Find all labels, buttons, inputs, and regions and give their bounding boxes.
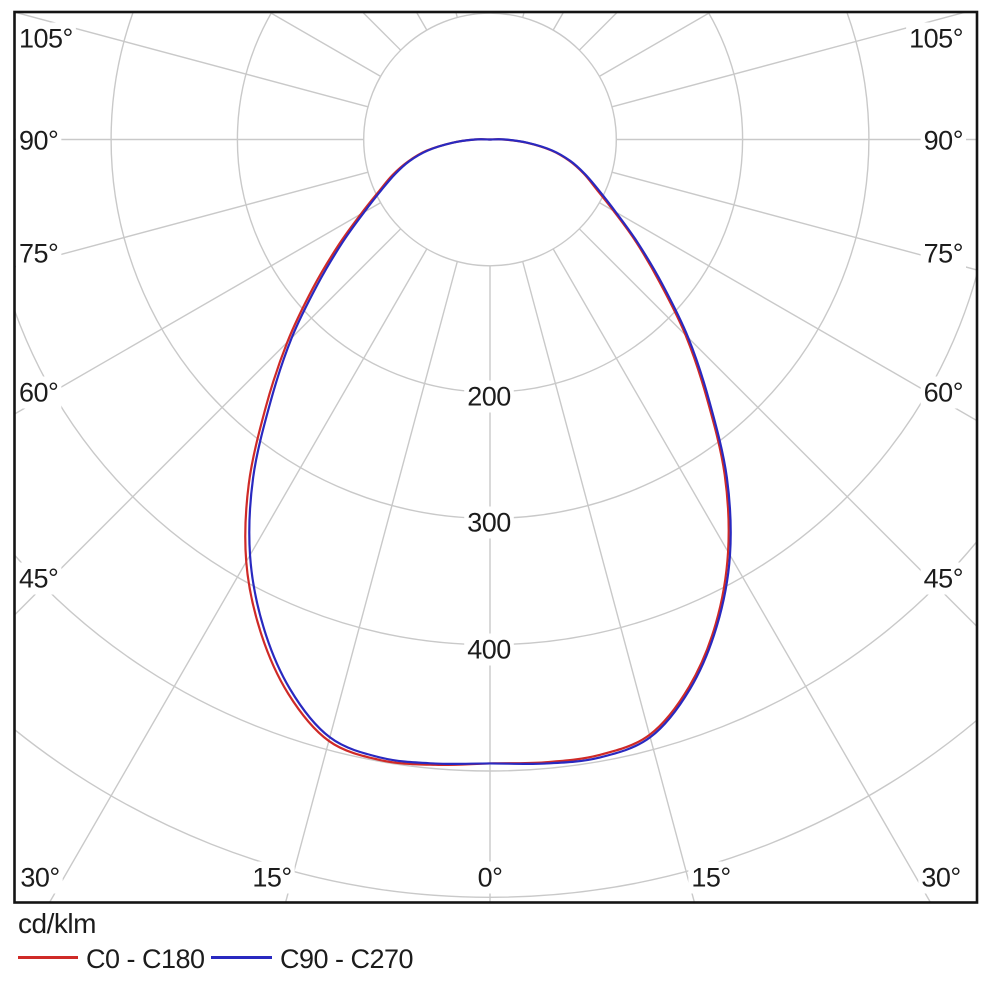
grid-ray-r30 [552,248,932,903]
angle-label-left-75-bg [16,237,62,270]
legend-row: C0 - C180 C90 - C270 [0,943,981,975]
grid-ray-r165 [522,12,525,18]
angle-label-bottom-1-bg [249,861,295,894]
angle-label-bottom-0: 30° [20,863,59,893]
angle-label-bottom-4-bg [918,861,964,894]
grid-ray-r15 [522,261,696,903]
angle-label-left-60-bg [16,376,62,409]
grid-ray-l105 [14,12,369,108]
angle-label-right-45: 45° [924,564,963,594]
angle-label-right-90: 90° [924,126,963,156]
radius-label-200: 200 [467,382,511,412]
angle-label-left-105: 105° [19,24,73,54]
curve-c90-c270 [248,138,732,766]
angle-label-right-105-bg [906,22,966,55]
angle-label-right-105: 105° [909,24,963,54]
angle-label-right-75-bg [920,237,966,270]
grid-ray-l45 [14,228,402,616]
radius-label-300: 300 [467,508,511,538]
grid-ray-l60 [14,202,381,415]
angle-label-right-90-bg [920,124,966,157]
angle-label-left-45-bg [16,562,62,595]
radius-label-200-bg [464,380,514,413]
chart-frame [13,10,979,904]
angle-label-bottom-2-bg [474,861,506,894]
legend-line-c90-c270 [211,956,272,959]
legend-label-c0-c180: C0 - C180 [86,944,205,974]
legend-line-c0-c180 [18,956,78,959]
angle-label-right-60-bg [920,376,966,409]
grid-ray-r75 [611,171,977,271]
angle-label-bottom-1: 15° [252,863,291,893]
angle-label-right-60: 60° [924,378,963,408]
unit-label: cd/klm [18,908,96,939]
grid-ray-r45 [578,228,977,628]
grid-ray-l165 [455,12,458,18]
legend: cd/klm C0 - C180 C90 - C270 [0,903,981,981]
curves [244,138,732,767]
radius-label-300-bg [464,506,514,539]
angle-label-left-105-bg [16,22,76,55]
angle-label-right-75: 75° [924,239,963,269]
radius-label-400-bg [464,633,514,666]
angle-label-bottom-2: 0° [478,863,503,893]
grid-ray-l30 [48,248,428,903]
radius-label-400: 400 [467,635,511,665]
angle-label-left-90: 90° [19,126,58,156]
angle-label-left-75: 75° [19,239,58,269]
angle-label-bottom-0-bg [17,861,63,894]
chart-labels: 105° 90° 75° 60° 45° 105° 90° 75° 60° 45° 30° 15° 0°… [16,22,966,894]
angle-label-right-45-bg [920,562,966,595]
angle-label-left-90-bg [16,124,62,157]
grid-ray-r60 [599,202,977,422]
legend-label-c90-c270: C90 - C270 [280,944,414,974]
angle-label-bottom-3: 15° [691,863,730,893]
grid-ray-r105 [611,12,969,108]
grid-ray-l75 [14,171,369,268]
angle-label-bottom-4: 30° [921,863,960,893]
angle-label-left-60: 60° [19,378,58,408]
angle-label-bottom-3-bg [688,861,734,894]
curve-c0-c180 [244,138,730,767]
angle-label-left-45: 45° [19,564,58,594]
